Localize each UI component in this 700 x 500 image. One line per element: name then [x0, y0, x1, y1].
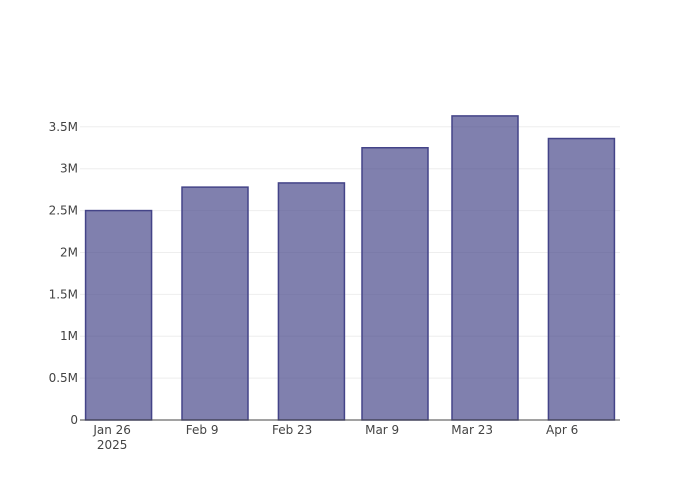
x-tick-label: Jan 26 2025	[92, 423, 131, 452]
y-tick-label: 0.5M	[49, 371, 78, 385]
x-tick-label: Mar 9	[365, 423, 399, 437]
bar	[84, 209, 153, 421]
bar	[451, 115, 519, 421]
x-tick-label: Feb 23	[272, 423, 312, 437]
y-tick-label: 2.5M	[49, 204, 78, 218]
y-tick-label: 3M	[60, 162, 78, 176]
bar	[277, 182, 346, 421]
x-tick-label: Mar 23	[451, 423, 493, 437]
y-tick-label: 1.5M	[49, 287, 78, 301]
y-tick-label: 2M	[60, 245, 78, 259]
x-tick-label: Feb 9	[186, 423, 219, 437]
bar	[181, 186, 249, 421]
y-tick-label: 0	[70, 413, 78, 427]
y-tick-label: 3.5M	[49, 120, 78, 134]
bar	[547, 137, 616, 421]
y-tick-label: 1M	[60, 329, 78, 343]
x-tick-label: Apr 6	[546, 423, 578, 437]
bar	[361, 146, 429, 421]
